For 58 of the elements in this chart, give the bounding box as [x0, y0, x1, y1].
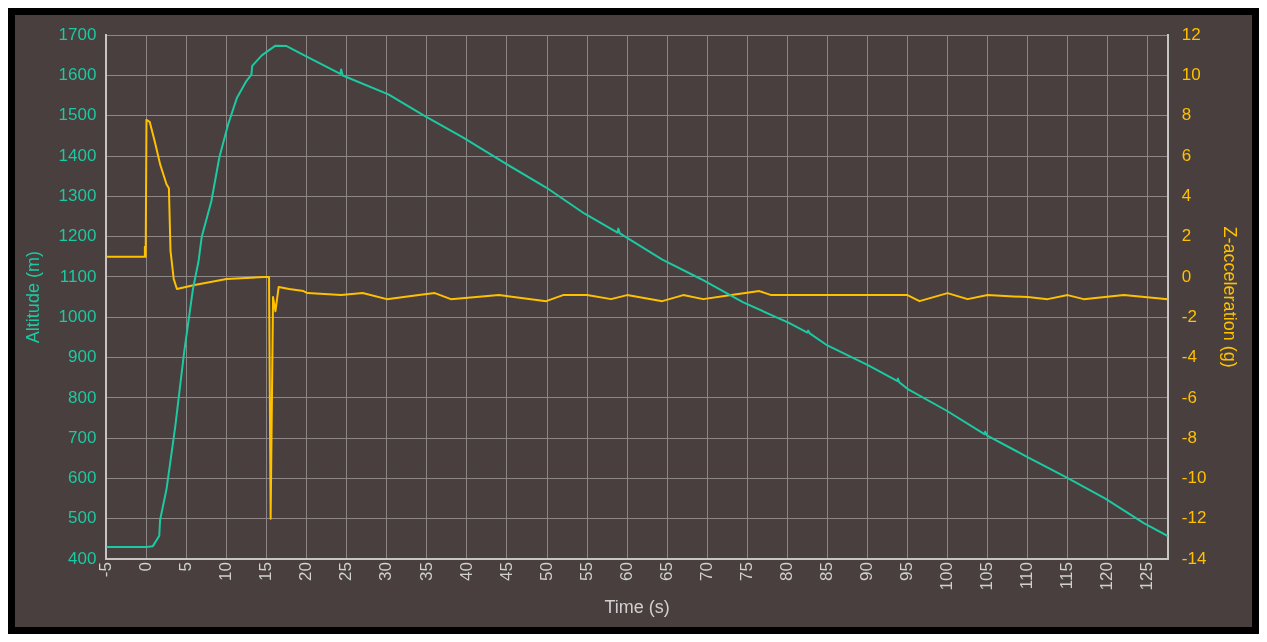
y-tick-label: 1300	[58, 186, 97, 206]
y-tick-label: 1000	[58, 306, 97, 326]
y2-tick-label: -12	[1181, 508, 1207, 528]
x-tick-label: 85	[817, 562, 837, 581]
x-tick-label: 120	[1097, 562, 1117, 591]
y-tick-label: 700	[68, 427, 97, 447]
y2-axis-title: Z-acceleration (g)	[1220, 226, 1241, 368]
x-tick-label: 30	[376, 562, 396, 581]
y2-tick-label: 12	[1181, 24, 1201, 44]
y-tick-label: 1700	[58, 24, 97, 44]
y2-tick-label: 4	[1181, 186, 1192, 206]
x-tick-label: 15	[256, 562, 276, 581]
y2-tick-label: 0	[1181, 266, 1192, 286]
y-tick-label: 800	[68, 387, 97, 407]
x-tick-label: 75	[736, 562, 756, 581]
x-tick-label: 25	[336, 562, 356, 581]
y-tick-label: 1200	[58, 226, 97, 246]
x-tick-label: 50	[536, 562, 556, 581]
y2-tick-label: 8	[1181, 105, 1192, 125]
y2-tick-label: 6	[1181, 145, 1192, 165]
y2-tick-label: -2	[1181, 306, 1197, 326]
x-tick-label: 90	[857, 562, 877, 581]
x-tick-label: 115	[1057, 562, 1077, 590]
y-tick-label: 400	[68, 548, 97, 568]
x-tick-label: 65	[656, 562, 676, 581]
x-tick-label: 55	[576, 562, 596, 581]
x-tick-label: 35	[416, 562, 436, 581]
x-tick-label: 20	[296, 562, 316, 581]
y-tick-label: 1100	[59, 266, 97, 286]
x-tick-label: 45	[496, 562, 516, 581]
y-axis-title: Altitude (m)	[22, 251, 43, 344]
y-tick-label: 900	[68, 347, 97, 367]
y-tick-label: 500	[68, 508, 97, 528]
x-tick-label: 10	[216, 562, 236, 581]
x-tick-label: 40	[456, 562, 476, 581]
y2-tick-label: -14	[1181, 548, 1207, 568]
y-tick-label: 1600	[58, 65, 97, 85]
x-tick-label: 70	[696, 562, 716, 581]
x-tick-label: 95	[897, 562, 917, 581]
x-tick-label: 100	[937, 562, 957, 591]
x-tick-label: 80	[777, 562, 797, 581]
x-tick-label: 60	[616, 562, 636, 581]
x-axis-title: Time (s)	[604, 597, 670, 618]
x-tick-label: 0	[136, 562, 156, 572]
y-tick-label: 1400	[58, 145, 97, 165]
y2-tick-label: -4	[1181, 347, 1197, 367]
y2-tick-label: 2	[1181, 226, 1192, 246]
x-tick-label: 5	[176, 562, 196, 572]
y2-tick-label: -10	[1181, 468, 1207, 488]
x-tick-label: -5	[96, 562, 116, 578]
x-tick-label: 110	[1017, 562, 1037, 590]
y2-tick-label: 10	[1181, 65, 1201, 85]
y-tick-label: 1500	[58, 105, 97, 125]
y2-tick-label: -8	[1181, 427, 1197, 447]
y2-tick-label: -6	[1181, 387, 1197, 407]
x-tick-label: 105	[977, 562, 997, 591]
x-tick-label: 125	[1137, 562, 1157, 591]
y-tick-label: 600	[68, 468, 97, 488]
